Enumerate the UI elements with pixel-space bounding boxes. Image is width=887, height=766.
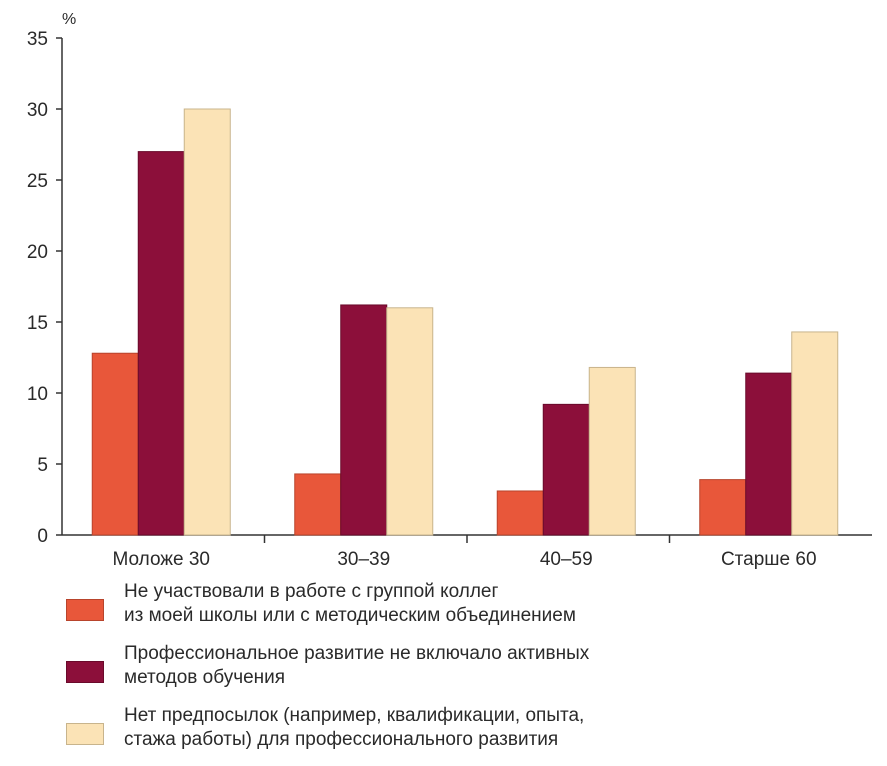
bar-s1-c1 [340, 304, 388, 536]
bar-s0-c1 [294, 473, 342, 536]
legend-swatch-1 [66, 661, 104, 683]
x-axis: Моложе 30 30–39 40–59 Старше 60 [62, 534, 872, 570]
legend-item-2: Нет предпосылок (например, квалификации,… [66, 704, 866, 756]
bar-s0-c0 [91, 352, 139, 536]
bar-s2-c1 [386, 307, 434, 536]
legend-item-0: Не участвовали в работе с группой коллег… [66, 580, 866, 632]
y-axis-unit: % [62, 11, 76, 28]
y-axis: 0 5 10 15 20 25 30 35% [27, 11, 76, 547]
legend: Не участвовали в работе с группой коллег… [66, 580, 866, 766]
bar-s1-c0 [137, 151, 185, 536]
legend-item-1: Профессиональное развитие не включало ак… [66, 642, 866, 694]
legend-swatch-0 [66, 599, 104, 621]
bar-chart: 0 5 10 15 20 25 30 35% Моложе 30 30–39 40–59 Старш… [27, 11, 872, 570]
legend-label-2: Нет предпосылок (например, квалификации,… [124, 705, 585, 750]
x-tick-label-1: 30–39 [337, 549, 390, 570]
x-tick-label-3: Старше 60 [721, 549, 817, 570]
bar-s1-c2 [542, 403, 590, 536]
bar-s2-c3 [791, 331, 839, 536]
bar-s0-c3 [699, 479, 747, 536]
legend-swatch-2 [66, 723, 104, 745]
bar-s2-c0 [183, 108, 231, 536]
legend-label-1: Профессиональное развитие не включало ак… [124, 643, 590, 688]
y-tick-label-6: 30 [27, 100, 48, 121]
y-tick-label-1: 5 [37, 455, 48, 476]
bar-s0-c2 [496, 490, 544, 536]
y-tick-label-3: 15 [27, 313, 48, 334]
y-tick-label-0: 0 [37, 526, 48, 547]
x-tick-label-2: 40–59 [540, 549, 593, 570]
bar-s2-c2 [588, 366, 636, 536]
y-tick-label-5: 25 [27, 171, 48, 192]
legend-label-0: Не участвовали в работе с группой коллег… [124, 581, 576, 626]
y-tick-label-7: 35 [27, 29, 48, 50]
bar-s1-c3 [745, 372, 793, 536]
x-tick-label-0: Моложе 30 [112, 549, 210, 570]
bars [91, 108, 839, 536]
y-tick-label-2: 10 [27, 384, 48, 405]
y-tick-label-4: 20 [27, 242, 48, 263]
